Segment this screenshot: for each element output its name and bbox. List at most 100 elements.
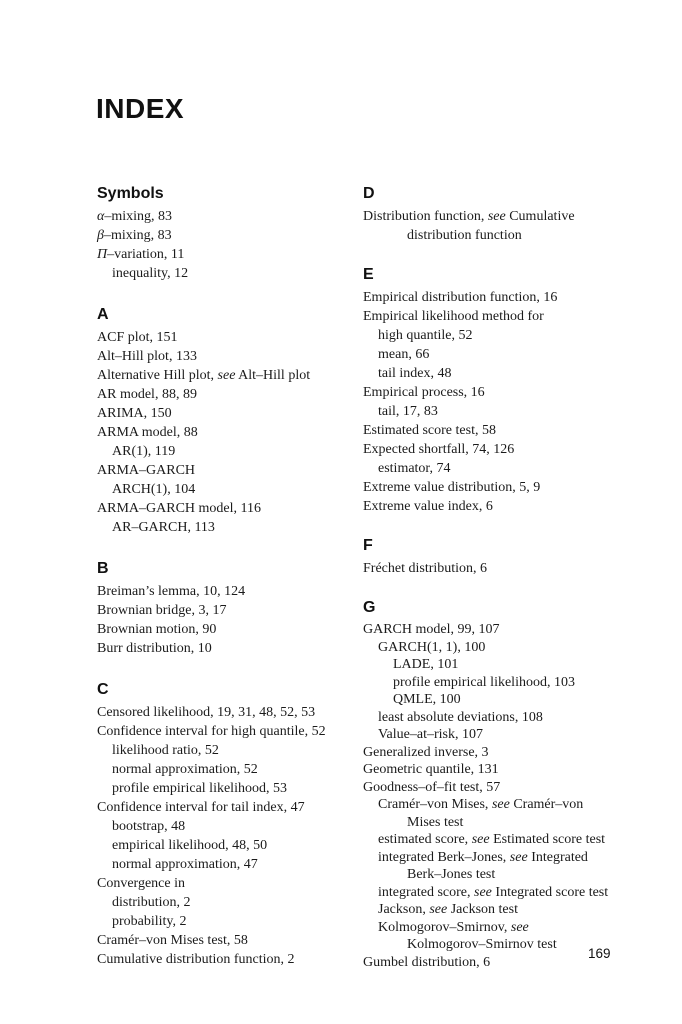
section-f: F Fréchet distribution, 6 (363, 536, 663, 578)
entry-text: Cumulative (505, 209, 575, 224)
index-entry: Goodness–of–fit test, 57 (363, 779, 663, 797)
index-entry: ARMA–GARCH model, 116 (97, 499, 363, 518)
index-entry: β–mixing, 83 (97, 226, 363, 245)
index-entry: Brownian bridge, 3, 17 (97, 601, 363, 620)
entry-text: empirical likelihood, 48, 50 (112, 838, 268, 853)
section-d: D Distribution function, see Cumulative di… (363, 184, 663, 245)
index-entry: least absolute deviations, 108 (363, 709, 663, 727)
entry-text: Mises test (407, 814, 464, 830)
section-heading: C (97, 681, 109, 698)
entry-text: estimator, 74 (378, 461, 451, 476)
entry-text: Expected shortfall, 74, 126 (363, 442, 515, 457)
entry-text: Burr distribution, 10 (97, 641, 212, 656)
entry-text: high quantile, 52 (378, 328, 473, 343)
entry-text: Empirical likelihood method for (363, 309, 544, 324)
entry-text-italic: α (97, 209, 105, 224)
entry-text: –mixing, 83 (103, 228, 172, 243)
index-columns: Symbols α–mixing, 83 β–mixing, 83 Π–variati… (97, 184, 663, 971)
index-entry: Empirical process, 16 (363, 383, 663, 402)
index-entry: Burr distribution, 10 (97, 639, 363, 658)
entry-text: AR–GARCH, 113 (112, 520, 215, 535)
index-entry: tail, 17, 83 (363, 402, 663, 421)
entry-text: Gumbel distribution, 6 (363, 954, 491, 970)
entry-text-italic: Π (97, 247, 108, 262)
index-entry: Mises test (363, 814, 663, 832)
entry-text: ARIMA, 150 (97, 406, 172, 421)
entry-text: tail index, 48 (378, 366, 452, 381)
entry-text: normal approximation, 47 (112, 857, 258, 872)
entry-text-italic: see (474, 884, 492, 900)
index-entry: distribution function (363, 226, 663, 245)
entry-text: Convergence in (97, 876, 185, 891)
index-entry: likelihood ratio, 52 (97, 741, 363, 760)
entry-text: inequality, 12 (112, 266, 189, 281)
entry-text: Censored likelihood, 19, 31, 48, 52, 53 (97, 705, 316, 720)
index-entry: Kolmogorov–Smirnov test (363, 936, 663, 954)
entry-text: Integrated score test (491, 884, 609, 900)
entry-text: Estimated score test, 58 (363, 423, 496, 438)
entry-text-italic: see (487, 209, 506, 224)
entry-text: Goodness–of–fit test, 57 (363, 779, 501, 795)
page-number: 169 (588, 946, 611, 961)
index-entry: Generalized inverse, 3 (363, 744, 663, 762)
section-heading: B (97, 560, 109, 577)
left-column: Symbols α–mixing, 83 β–mixing, 83 Π–variati… (97, 184, 363, 969)
section-heading: E (363, 266, 374, 283)
entry-text: Integrated (527, 849, 588, 865)
entry-text-italic: see (217, 368, 236, 383)
index-entry: Π–variation, 11 (97, 245, 363, 264)
entry-text: Kolmogorov–Smirnov test (407, 937, 557, 952)
entry-text: Generalized inverse, 3 (363, 744, 489, 760)
entry-text: Cramér–von Mises test, 58 (97, 933, 248, 948)
entry-text: Value–at–risk, 107 (378, 727, 483, 742)
index-entry: normal approximation, 47 (97, 855, 363, 874)
section-heading: G (363, 599, 376, 616)
index-entry: Cramér–von Mises, see Cramér–von (363, 796, 663, 814)
entry-text: Estimated score test (489, 832, 606, 847)
index-entry: α–mixing, 83 (97, 207, 363, 226)
index-entry: tail index, 48 (363, 364, 663, 383)
index-entry: Confidence interval for high quantile, 5… (97, 722, 363, 741)
entry-text: ARMA model, 88 (97, 425, 198, 440)
index-entry: Estimated score test, 58 (363, 421, 663, 440)
entry-text: Fréchet distribution, 6 (363, 561, 488, 576)
entry-text: mean, 66 (378, 347, 430, 362)
entry-text: AR(1), 119 (112, 444, 176, 459)
index-entry: LADE, 101 (363, 656, 663, 674)
entry-text: ARMA–GARCH (97, 463, 196, 478)
entry-text: Empirical process, 16 (363, 385, 485, 400)
index-entry: integrated Berk–Jones, see Integrated (363, 849, 663, 867)
entry-text: estimated score, (378, 832, 472, 847)
entry-text: integrated Berk–Jones, (378, 849, 510, 865)
entry-text: profile empirical likelihood, 103 (393, 674, 575, 690)
index-entry: Brownian motion, 90 (97, 620, 363, 639)
entry-text: integrated score, (378, 884, 475, 900)
entry-text: least absolute deviations, 108 (378, 709, 543, 725)
entry-text: Brownian bridge, 3, 17 (97, 603, 227, 618)
right-column: D Distribution function, see Cumulative di… (363, 184, 663, 971)
entry-text: Kolmogorov–Smirnov, (378, 919, 511, 935)
entry-text: distribution, 2 (112, 895, 191, 910)
index-entry: Extreme value distribution, 5, 9 (363, 478, 663, 497)
index-entry: Kolmogorov–Smirnov, see (363, 919, 663, 937)
entry-text: –mixing, 83 (104, 209, 173, 224)
index-entry: distribution, 2 (97, 893, 363, 912)
index-entry: Alternative Hill plot, see Alt–Hill plot (97, 366, 363, 385)
entry-text: likelihood ratio, 52 (112, 743, 219, 758)
index-entry: ARMA–GARCH (97, 461, 363, 480)
entry-text: distribution function (407, 228, 522, 243)
entry-text: ARMA–GARCH model, 116 (97, 501, 261, 516)
index-entry: Gumbel distribution, 6 (363, 954, 663, 972)
entry-text: QMLE, 100 (393, 692, 461, 707)
section-a: A ACF plot, 151 Alt–Hill plot, 133 Alternat… (97, 305, 363, 537)
index-entry: Empirical likelihood method for (363, 307, 663, 326)
entry-text-italic: see (509, 849, 528, 865)
index-entry: Alt–Hill plot, 133 (97, 347, 363, 366)
entry-text: ARCH(1), 104 (112, 482, 196, 497)
entry-text-italic: see (491, 797, 510, 812)
index-entry: Empirical distribution function, 16 (363, 288, 663, 307)
section-heading: D (363, 185, 375, 202)
index-entry: Cramér–von Mises test, 58 (97, 931, 363, 950)
entry-text-italic: see (471, 832, 490, 847)
index-entry: profile empirical likelihood, 103 (363, 674, 663, 692)
